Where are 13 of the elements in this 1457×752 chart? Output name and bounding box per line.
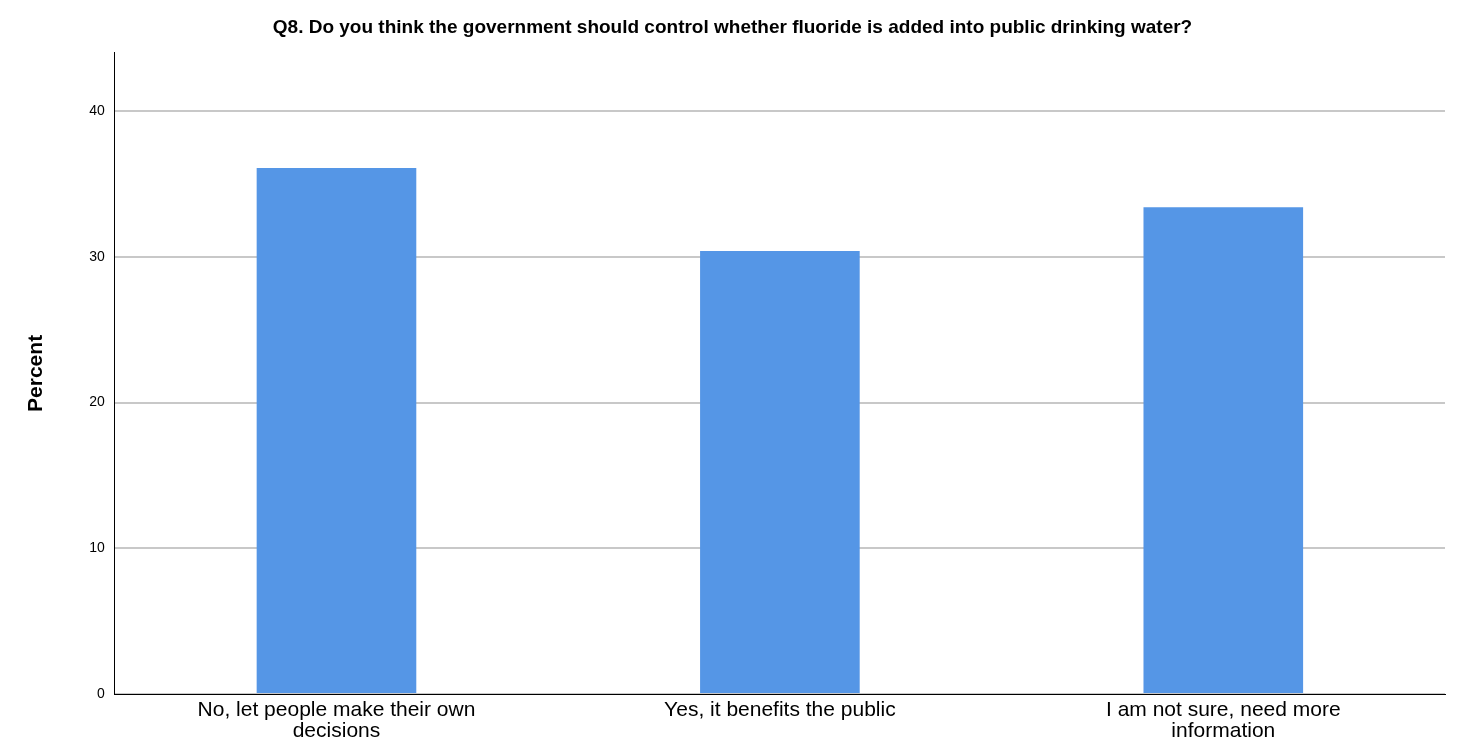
y-tick-label: 30: [89, 247, 105, 264]
y-axis-title: Percent: [23, 334, 47, 412]
x-tick-label: Yes, it benefits the public: [664, 697, 896, 721]
x-tick-label: No, let people make their own decisions: [197, 697, 476, 742]
bar: [700, 250, 860, 693]
bar: [256, 167, 417, 693]
bar: [1143, 207, 1304, 693]
y-tick-label: 0: [96, 684, 105, 701]
y-tick-label: 20: [89, 393, 105, 410]
chart-title: Q8. Do you think the government should control whether fluoride is added into public drinking water?: [272, 15, 1193, 37]
y-tick-label: 40: [89, 101, 105, 118]
x-tick-label: I am not sure, need more information: [1105, 697, 1341, 742]
y-tick-label: 10: [89, 539, 105, 556]
